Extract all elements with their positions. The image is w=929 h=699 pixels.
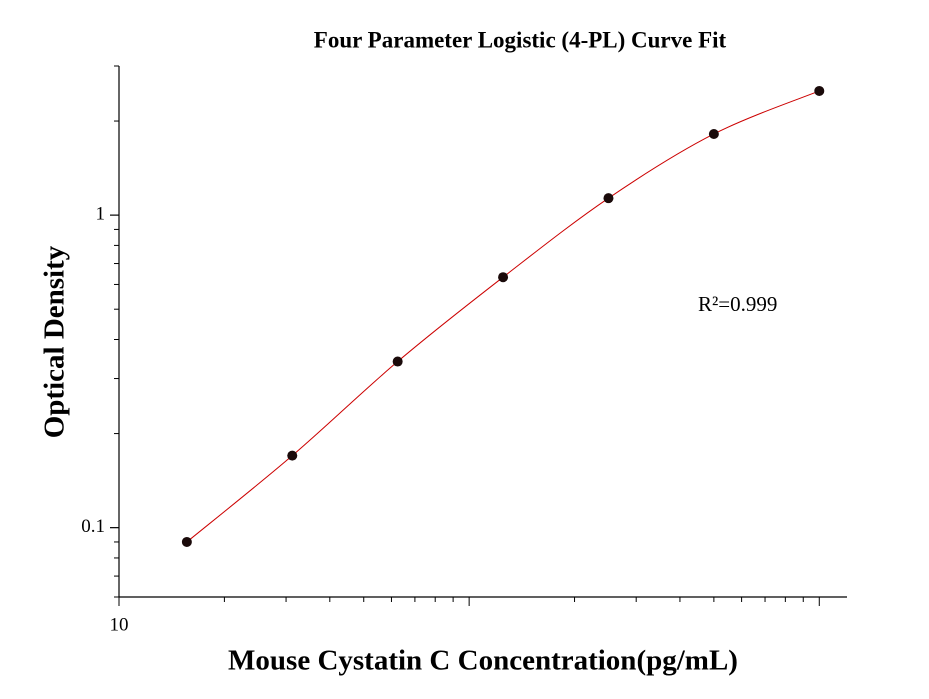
y-axis-label: Optical Density <box>39 245 71 438</box>
y-tick-label: 1 <box>96 203 106 224</box>
data-point <box>392 356 403 367</box>
data-point <box>287 450 298 461</box>
x-tick-label: 10 <box>110 614 129 635</box>
data-point <box>603 193 614 204</box>
data-point <box>498 272 509 283</box>
y-tick-label: 0.1 <box>81 516 105 537</box>
data-point <box>814 85 825 96</box>
data-point <box>708 128 719 139</box>
data-point <box>181 536 192 547</box>
chart-title: Four Parameter Logistic (4-PL) Curve Fit <box>314 27 727 52</box>
annotation: R²=0.999 <box>698 292 777 316</box>
x-axis-label: Mouse Cystatin C Concentration(pg/mL) <box>228 645 738 677</box>
